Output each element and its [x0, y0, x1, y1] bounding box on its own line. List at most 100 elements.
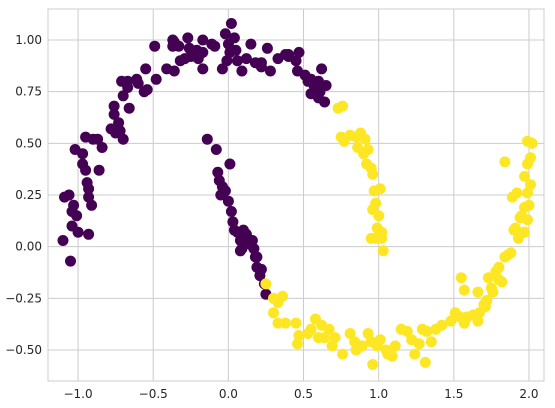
x-tick-label: 2.0: [519, 387, 538, 401]
point-cluster-purple: [283, 49, 294, 60]
point-cluster-yellow: [374, 334, 386, 346]
x-tick-label: 0.0: [219, 387, 238, 401]
point-cluster-purple: [251, 251, 263, 263]
point-cluster-yellow: [413, 338, 425, 350]
point-cluster-purple: [68, 199, 80, 211]
point-cluster-purple: [197, 46, 209, 58]
point-cluster-purple: [248, 243, 260, 255]
point-cluster-purple: [108, 108, 120, 120]
y-axis-ticks: −0.50 −0.25 0.00 0.25 0.50 0.75 1.00: [5, 33, 42, 357]
point-cluster-purple: [293, 46, 305, 58]
point-cluster-purple: [140, 63, 152, 75]
point-cluster-purple: [212, 166, 224, 178]
point-cluster-yellow: [323, 323, 335, 335]
y-tick-label: −0.50: [5, 343, 42, 357]
point-cluster-yellow: [377, 245, 389, 257]
point-cluster-purple: [236, 65, 248, 77]
point-cluster-yellow: [313, 332, 324, 344]
point-cluster-yellow: [337, 348, 349, 360]
point-cluster-yellow: [374, 183, 386, 195]
point-cluster-purple: [72, 226, 84, 238]
point-cluster-yellow: [373, 210, 385, 222]
point-cluster-purple: [149, 40, 161, 52]
point-cluster-yellow: [362, 144, 374, 155]
point-cluster-purple: [185, 51, 197, 62]
point-cluster-yellow: [371, 222, 383, 234]
point-cluster-yellow: [519, 226, 530, 238]
y-tick-label: −0.25: [5, 291, 42, 305]
y-tick-label: 0.75: [15, 85, 42, 99]
point-cluster-purple: [216, 181, 228, 193]
point-cluster-purple: [65, 255, 76, 267]
point-cluster-purple: [168, 65, 180, 77]
point-cluster-purple: [108, 100, 120, 112]
point-cluster-purple: [320, 80, 332, 91]
point-cluster-purple: [264, 65, 276, 77]
point-cluster-yellow: [458, 284, 470, 296]
point-cluster-yellow: [280, 317, 291, 329]
point-cluster-purple: [255, 61, 267, 73]
point-cluster-purple: [63, 189, 75, 201]
point-cluster-yellow: [292, 338, 303, 350]
point-cluster-purple: [86, 199, 98, 211]
point-cluster-purple: [197, 34, 209, 46]
point-cluster-yellow: [419, 356, 431, 368]
point-cluster-purple: [227, 216, 239, 228]
point-cluster-yellow: [455, 272, 467, 284]
point-cluster-purple: [197, 63, 209, 75]
point-cluster-yellow: [367, 168, 379, 180]
point-cluster-purple: [240, 235, 252, 246]
point-cluster-yellow: [482, 272, 494, 284]
point-cluster-yellow: [337, 100, 349, 112]
point-cluster-yellow: [326, 340, 338, 352]
point-cluster-purple: [225, 206, 237, 217]
point-cluster-yellow: [519, 170, 530, 182]
point-cluster-yellow: [409, 348, 421, 360]
y-tick-label: 1.00: [15, 33, 42, 47]
point-cluster-purple: [222, 195, 234, 207]
point-cluster-yellow: [356, 340, 368, 352]
point-cluster-purple: [219, 28, 231, 40]
point-cluster-purple: [313, 92, 324, 104]
point-cluster-purple: [77, 148, 89, 160]
x-tick-label: 0.5: [294, 387, 313, 401]
point-cluster-yellow: [514, 212, 526, 224]
point-cluster-purple: [80, 164, 92, 176]
point-cluster-yellow: [493, 261, 505, 273]
point-cluster-purple: [150, 73, 162, 85]
point-cluster-yellow: [436, 319, 448, 331]
point-cluster-purple: [245, 38, 257, 50]
point-cluster-purple: [83, 183, 95, 195]
point-cluster-purple: [92, 133, 104, 145]
point-cluster-purple: [228, 32, 240, 44]
point-cluster-yellow: [525, 152, 536, 164]
point-cluster-purple: [240, 53, 252, 65]
y-tick-label: 0.50: [15, 136, 42, 150]
x-tick-label: −0.5: [139, 387, 168, 401]
y-tick-label: 0.00: [15, 240, 42, 254]
point-cluster-yellow: [421, 325, 433, 337]
point-cluster-purple: [93, 164, 105, 176]
point-cluster-yellow: [305, 323, 317, 335]
point-cluster-purple: [113, 117, 125, 129]
point-cluster-yellow: [260, 278, 272, 290]
point-cluster-purple: [182, 32, 194, 44]
point-cluster-yellow: [522, 187, 533, 199]
x-tick-label: −1.0: [63, 387, 92, 401]
point-cluster-yellow: [277, 290, 288, 302]
point-cluster-yellow: [526, 137, 538, 149]
point-cluster-purple: [117, 90, 129, 102]
point-cluster-yellow: [293, 330, 305, 341]
point-cluster-purple: [114, 125, 126, 137]
data-points: [57, 18, 538, 370]
point-cluster-purple: [83, 228, 95, 240]
point-cluster-purple: [261, 42, 273, 54]
point-cluster-purple: [255, 263, 267, 275]
point-cluster-yellow: [487, 286, 499, 298]
point-cluster-yellow: [511, 187, 523, 199]
point-cluster-yellow: [493, 274, 505, 286]
point-cluster-yellow: [344, 328, 356, 339]
point-cluster-yellow: [329, 332, 341, 344]
point-cluster-purple: [230, 44, 242, 56]
point-cluster-purple: [308, 80, 320, 91]
